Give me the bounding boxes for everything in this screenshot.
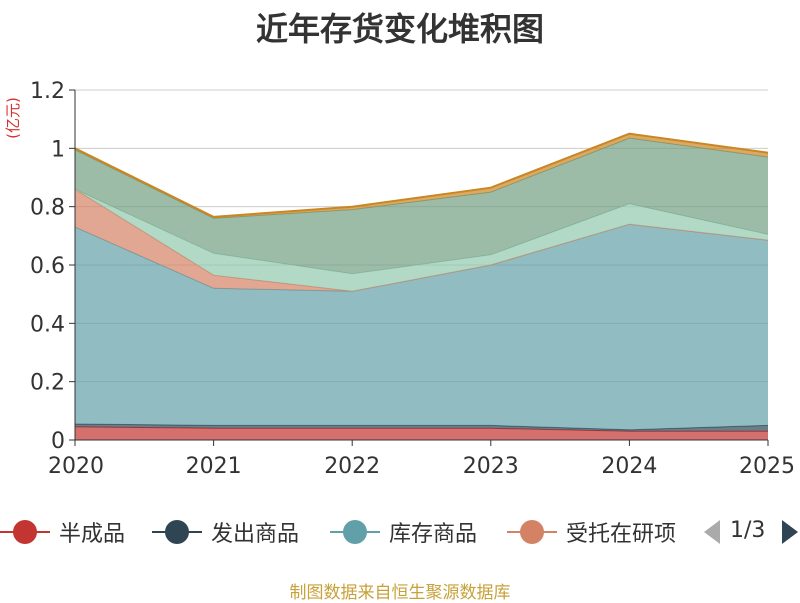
area-series-4 — [75, 189, 768, 292]
y-tick-label: 1 — [51, 137, 65, 162]
y-tick-label: 0.6 — [30, 254, 65, 279]
legend-marker-icon — [507, 512, 557, 552]
legend-label: 受托在研项 — [566, 522, 677, 547]
y-tick-label: 1.2 — [30, 79, 65, 104]
legend-item-1[interactable]: 发出商品 — [152, 512, 299, 552]
x-tick-label: 2023 — [463, 454, 519, 479]
area-series-2 — [75, 224, 768, 430]
prev-page-icon[interactable] — [704, 520, 720, 544]
legend-label: 库存商品 — [389, 522, 478, 547]
stacked-areas — [74, 132, 769, 440]
chart-title: 近年存货变化堆积图 — [255, 10, 544, 48]
y-tick-label: 0.8 — [30, 196, 65, 221]
legend-page-indicator: 1/3 — [730, 518, 766, 543]
legend-label: 半成品 — [59, 522, 126, 547]
legend-label: 发出商品 — [211, 522, 300, 547]
legend-item-2[interactable]: 库存商品 — [330, 512, 477, 552]
area-series-0 — [75, 426, 768, 440]
legend: 半成品 发出商品 库存商品 受托在研项 1/3 — [0, 512, 800, 552]
axes: 0 0.2 0.4 0.6 0.8 1 1.2 2020 2021 2022 2023 2024 202… — [30, 79, 795, 479]
x-tick-label: 2021 — [186, 454, 242, 479]
x-tick-label: 2022 — [324, 454, 380, 479]
legend-marker-icon — [152, 512, 202, 552]
legend-item-0[interactable]: 半成品 — [0, 512, 125, 552]
area-series-5 — [75, 138, 768, 274]
y-tick-label: 0.4 — [30, 312, 65, 337]
legend-marker-icon — [0, 512, 50, 552]
legend-marker-icon — [330, 512, 380, 552]
next-page-icon[interactable] — [782, 520, 798, 544]
x-tick-label: 2024 — [601, 454, 657, 479]
source-note: 制图数据来自恒生聚源数据库 — [289, 583, 511, 603]
y-tick-label: 0 — [51, 429, 65, 454]
legend-pager: 1/3 — [700, 512, 800, 552]
legend-item-3[interactable]: 受托在研项 — [507, 512, 676, 552]
y-tick-label: 0.2 — [30, 371, 65, 396]
line-series-6 — [74, 132, 769, 218]
y-axis-label: (亿元) — [4, 97, 22, 139]
x-tick-label: 2025 — [739, 454, 795, 479]
x-tick-label: 2020 — [48, 454, 104, 479]
